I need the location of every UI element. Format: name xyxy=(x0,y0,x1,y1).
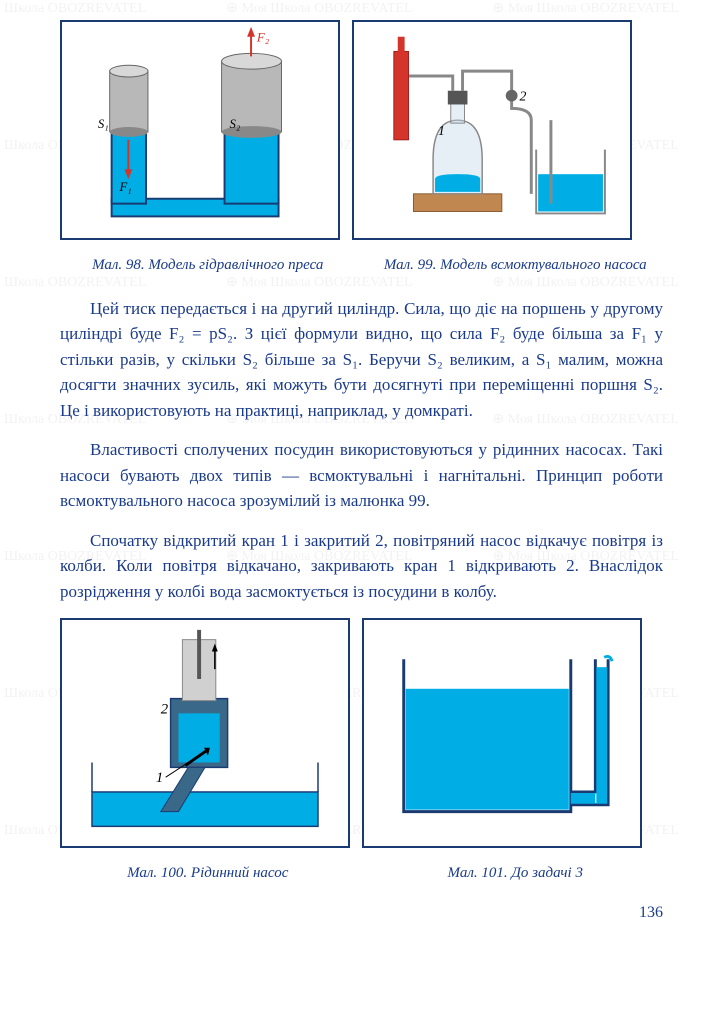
hydraulic-press-diagram: S₁ S₂ F₁ F₂ xyxy=(62,22,338,238)
label-f1: F₁ xyxy=(118,180,131,194)
caption-98: Мал. 98. Модель гідравлічного преса xyxy=(60,256,356,276)
bottom-figures-row: 2 1 xyxy=(60,618,663,848)
caption-100: Мал. 100. Рідинний насос xyxy=(60,864,356,884)
watermark: ⊕ Моя Школа OBOZREVATEL xyxy=(0,0,146,17)
paragraph-2: Властивості сполучених посудин використо… xyxy=(60,437,663,514)
bottom-captions: Мал. 100. Рідинний насос Мал. 101. До за… xyxy=(60,858,663,884)
figure-101 xyxy=(362,618,642,848)
top-figures-row: S₁ S₂ F₁ F₂ xyxy=(60,20,663,240)
caption-99: Мал. 99. Модель всмоктувального насоса xyxy=(368,256,664,276)
figure-100: 2 1 xyxy=(60,618,350,848)
label-2: 2 xyxy=(161,701,169,717)
label-f2: F₂ xyxy=(256,31,270,45)
label-s1: S₁ xyxy=(98,117,109,131)
caption-101: Мал. 101. До задачі 3 xyxy=(368,864,664,884)
label-s2: S₂ xyxy=(229,117,240,131)
paragraph-3: Спочатку відкритий кран 1 і закритий 2, … xyxy=(60,528,663,605)
top-captions: Мал. 98. Модель гідравлічного преса Мал.… xyxy=(60,250,663,276)
communicating-vessel-diagram xyxy=(364,620,640,846)
figure-99: 1 2 xyxy=(352,20,632,240)
page-number: 136 xyxy=(60,904,663,922)
paragraph-1: Цей тиск передається і на другий циліндр… xyxy=(60,296,663,424)
label-1: 1 xyxy=(156,770,163,786)
label-1: 1 xyxy=(438,123,445,138)
label-2: 2 xyxy=(519,89,526,104)
liquid-pump-diagram: 2 1 xyxy=(62,620,348,846)
suction-pump-diagram: 1 2 xyxy=(354,22,630,238)
figure-98: S₁ S₂ F₁ F₂ xyxy=(60,20,340,240)
